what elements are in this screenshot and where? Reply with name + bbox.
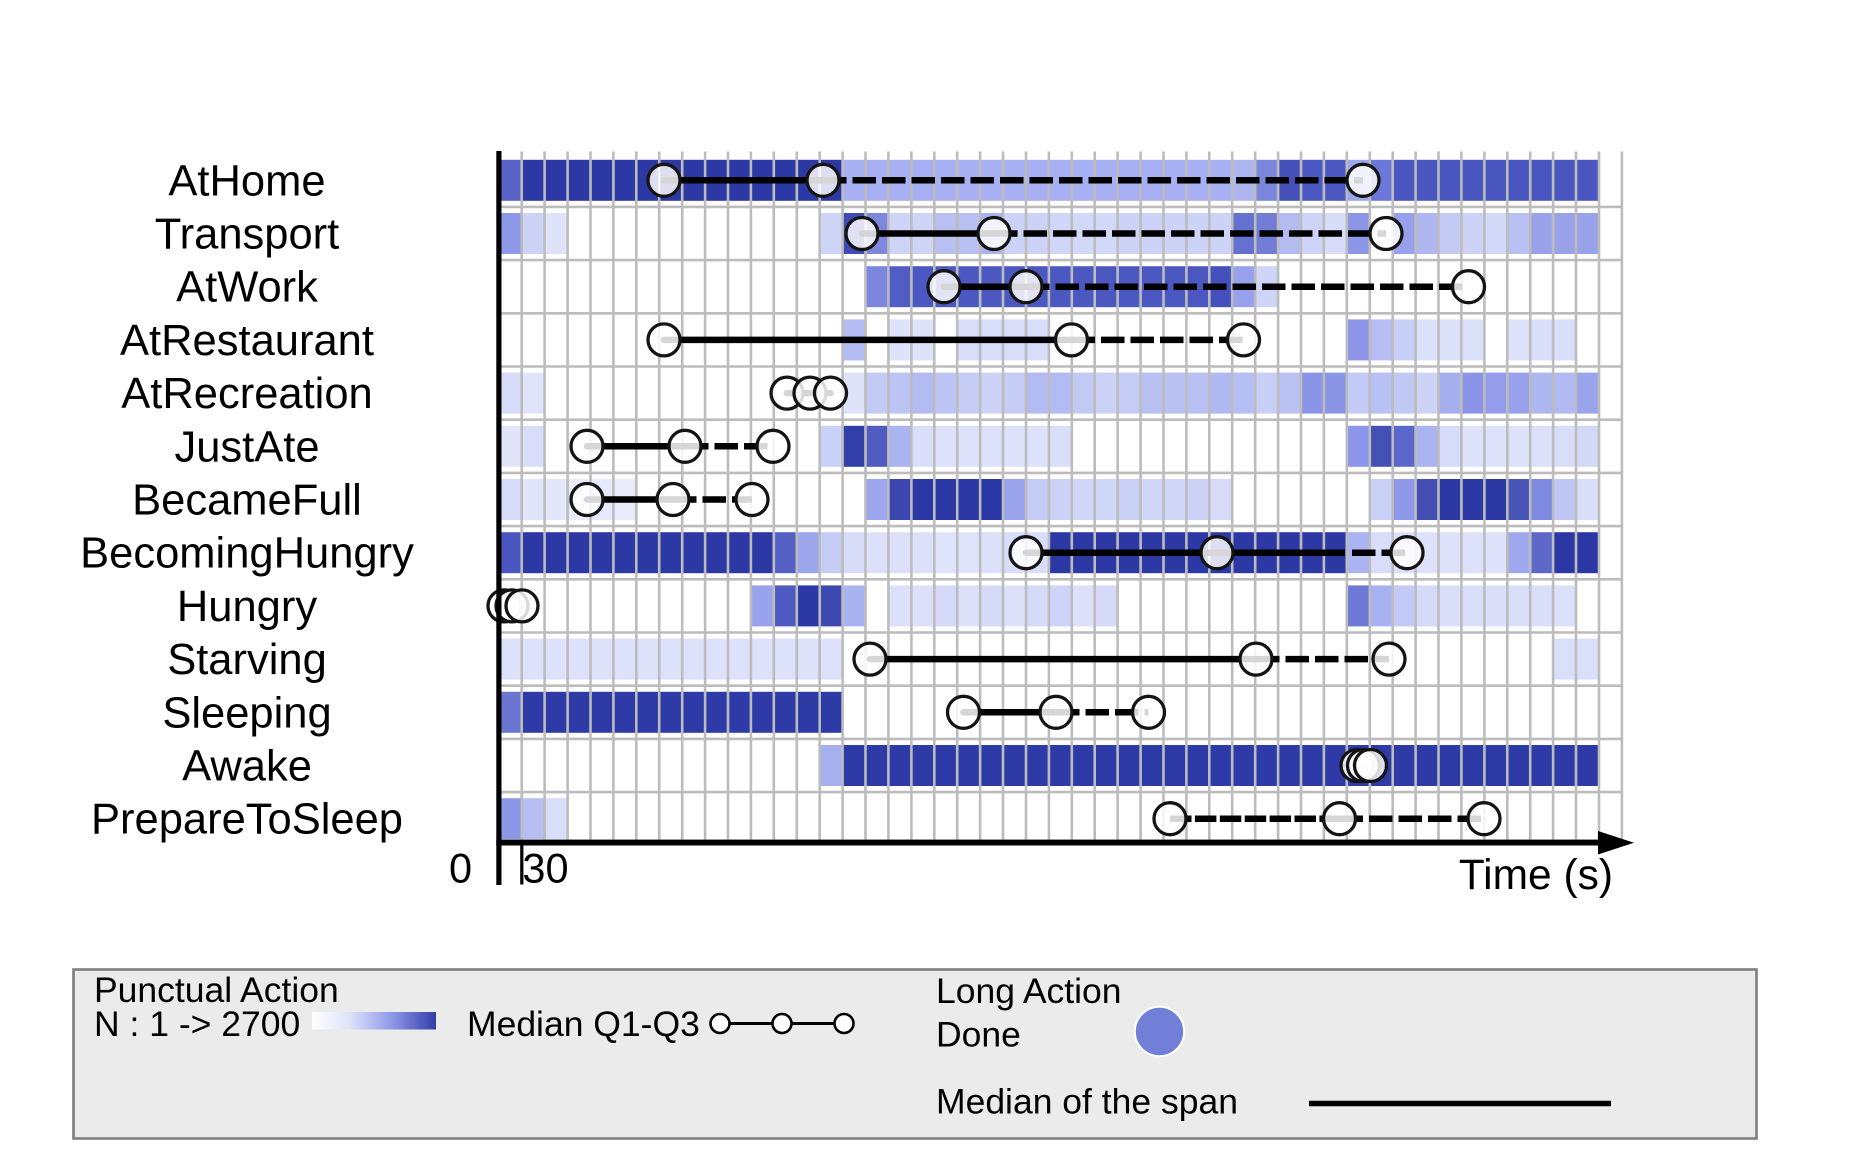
svg-text:AtHome: AtHome — [168, 157, 325, 205]
svg-text:JustAte: JustAte — [174, 423, 319, 471]
svg-text:AtRestaurant: AtRestaurant — [120, 317, 374, 365]
svg-text:Awake: Awake — [182, 743, 312, 791]
svg-text:Transport: Transport — [155, 211, 340, 259]
svg-text:Sleeping: Sleeping — [162, 689, 331, 737]
svg-text:Done: Done — [936, 1015, 1021, 1055]
svg-text:Punctual Action: Punctual Action — [94, 970, 339, 1010]
svg-text:PrepareToSleep: PrepareToSleep — [91, 796, 403, 844]
svg-text:Starving: Starving — [167, 636, 327, 684]
svg-text:Time (s): Time (s) — [1459, 852, 1613, 899]
svg-text:Median Q1-Q3: Median Q1-Q3 — [467, 1004, 700, 1044]
svg-text:Long Action: Long Action — [936, 971, 1122, 1011]
svg-text:Hungry: Hungry — [177, 583, 317, 631]
svg-text:Median of the span: Median of the span — [936, 1082, 1238, 1122]
svg-text:BecomingHungry: BecomingHungry — [80, 530, 414, 578]
svg-text:N : 1 -> 2700: N : 1 -> 2700 — [94, 1004, 300, 1044]
svg-text:AtRecreation: AtRecreation — [121, 370, 372, 418]
svg-text:0: 0 — [449, 845, 472, 892]
svg-text:BecameFull: BecameFull — [132, 477, 362, 525]
svg-text:AtWork: AtWork — [176, 264, 318, 312]
svg-text:30: 30 — [522, 845, 568, 892]
